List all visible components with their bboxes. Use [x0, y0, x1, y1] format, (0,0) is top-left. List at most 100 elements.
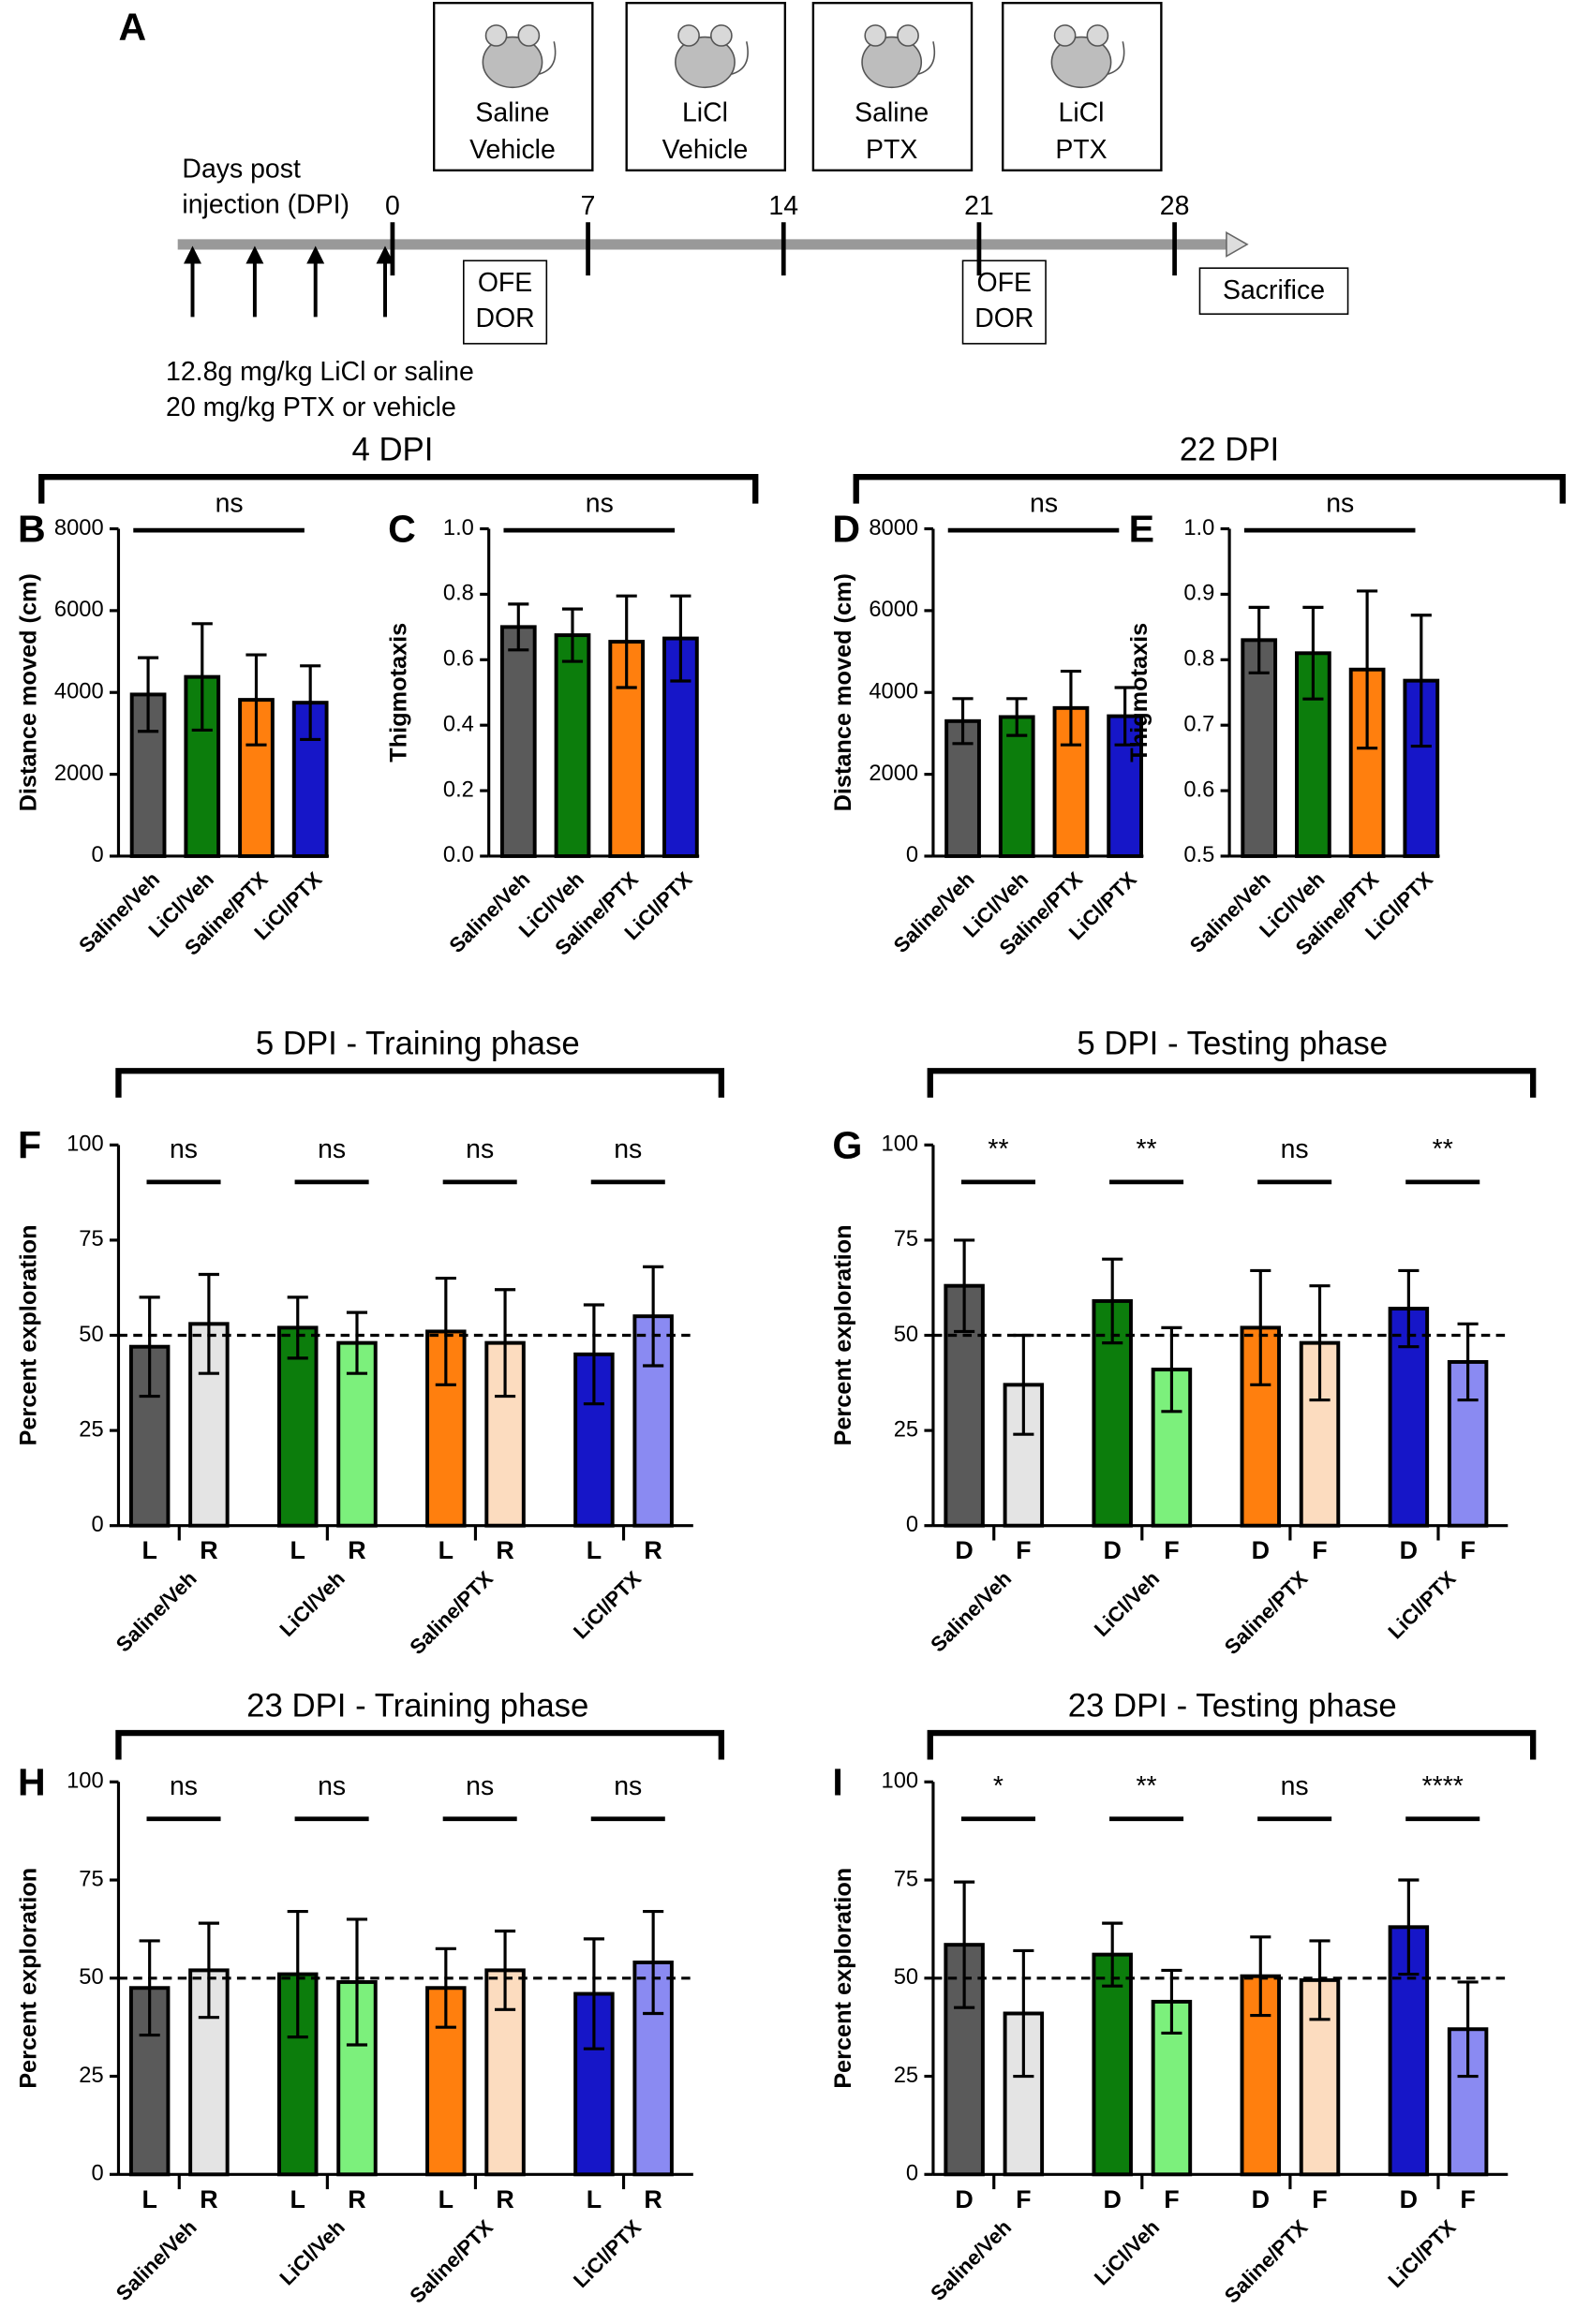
significance-label: ns: [466, 1134, 494, 1164]
y-tick-label: 4000: [869, 680, 918, 704]
series-label: L: [439, 2185, 453, 2213]
y-tick-label: 0: [906, 843, 918, 867]
mouse-tail: [917, 41, 936, 75]
y-tick-label: 75: [79, 1867, 103, 1891]
series-label: F: [1016, 1536, 1031, 1564]
test-label: DOR: [475, 303, 534, 333]
series-label: D: [1252, 2185, 1270, 2213]
y-tick-label: 75: [79, 1227, 103, 1251]
y-tick-label: 2000: [869, 762, 918, 786]
timeline-tick-label: 0: [385, 191, 400, 221]
test-box: [463, 259, 548, 345]
x-tick-label: Saline/PTX: [405, 2215, 498, 2308]
series-label: D: [1252, 1536, 1270, 1564]
y-tick-label: 100: [882, 1132, 919, 1157]
series-label: D: [1400, 2185, 1418, 2213]
timeline-tick-label: 21: [964, 191, 994, 221]
y-tick-label: 4000: [54, 680, 104, 704]
series-label: F: [1460, 1536, 1475, 1564]
y-tick-label: 0: [906, 2162, 918, 2186]
treatment-label: Vehicle: [662, 135, 749, 165]
bar: [277, 1325, 319, 1528]
mouse-tail: [1108, 41, 1125, 75]
mouse-body: [861, 36, 923, 89]
x-tick-label: LiCl/PTX: [569, 1566, 646, 1643]
series-label: R: [496, 2185, 513, 2213]
series-label: D: [955, 1536, 973, 1564]
mouse-ear: [864, 24, 887, 47]
y-tick-label: 50: [894, 1965, 918, 1990]
significance-label: ns: [170, 1134, 198, 1164]
significance-label: **: [988, 1134, 1008, 1164]
bar: [499, 625, 537, 858]
series-label: L: [141, 1536, 156, 1564]
test-label: DOR: [974, 303, 1033, 333]
endpoint-label: Sacrifice: [1223, 275, 1325, 305]
y-tick-label: 75: [894, 1227, 918, 1251]
timeline-title: Days post: [182, 154, 301, 184]
series-label: D: [1400, 1536, 1418, 1564]
panel-label: A: [118, 5, 146, 48]
treatment-label: Vehicle: [469, 135, 556, 165]
x-tick-label: Saline/PTX: [405, 1566, 498, 1659]
treatment-label: LiCl: [1059, 97, 1105, 127]
series-label: F: [1460, 2185, 1475, 2213]
panel-label: D: [832, 508, 860, 551]
group-bracket: [927, 1068, 1537, 1098]
mouse-ear: [897, 24, 919, 47]
significance-label: ns: [614, 1134, 642, 1164]
y-tick-label: 0.0: [443, 843, 474, 867]
significance-label: ns: [318, 1771, 346, 1801]
x-tick-label: LiCl/Veh: [275, 1566, 349, 1640]
panel-label: I: [832, 1760, 842, 1803]
significance-label: **: [1136, 1771, 1156, 1801]
y-tick-label: 75: [894, 1867, 918, 1891]
endpoint-box: [1198, 267, 1349, 316]
y-tick-label: 6000: [54, 598, 104, 622]
significance-label: ns: [1326, 489, 1354, 519]
y-tick-label: 25: [79, 1417, 103, 1442]
test-label: OFE: [478, 268, 532, 298]
bar: [944, 1283, 985, 1528]
significance-label: ns: [1281, 1134, 1309, 1164]
group-title: 5 DPI - Training phase: [256, 1027, 580, 1062]
mouse-tail: [539, 41, 557, 75]
y-axis-label: Percent exploration: [830, 1868, 856, 2089]
bar: [1092, 1952, 1133, 2177]
panel-label: H: [18, 1760, 46, 1803]
y-axis-label: Thigmotaxis: [1126, 623, 1152, 762]
dosing-text: 12.8g mg/kg LiCl or saline: [166, 357, 474, 387]
significance-label: *: [993, 1771, 1004, 1801]
y-tick-label: 25: [79, 2064, 103, 2088]
series-label: F: [1164, 1536, 1179, 1564]
series-label: F: [1312, 1536, 1327, 1564]
x-tick-label: LiCl/Veh: [275, 2215, 349, 2289]
series-label: L: [439, 1536, 453, 1564]
x-tick-label: LiCl/Veh: [1090, 1566, 1164, 1640]
y-tick-label: 0: [906, 1513, 918, 1537]
x-tick-label: LiCl/PTX: [569, 2215, 646, 2292]
y-axis-label: Percent exploration: [15, 1868, 41, 2089]
y-tick-label: 0.2: [443, 777, 474, 802]
mouse-ear: [1086, 24, 1109, 47]
y-tick-label: 100: [67, 1132, 104, 1157]
mouse-body: [1050, 36, 1112, 89]
bar: [1241, 638, 1278, 858]
group-bracket: [927, 1729, 1537, 1760]
significance-label: ns: [216, 489, 244, 519]
x-tick-label: Saline/Veh: [112, 2215, 201, 2305]
y-tick-label: 0.4: [443, 712, 474, 736]
series-label: L: [290, 1536, 305, 1564]
bar: [998, 715, 1035, 858]
timeline-tick-label: 28: [1160, 191, 1190, 221]
series-label: F: [1164, 2185, 1179, 2213]
mouse-body: [675, 36, 736, 89]
x-tick-label: Saline/Veh: [445, 867, 535, 957]
bar: [554, 633, 591, 858]
treatment-box: [625, 1, 787, 172]
y-tick-label: 50: [894, 1323, 918, 1347]
significance-label: **: [1136, 1134, 1156, 1164]
mouse-ear: [677, 24, 700, 47]
y-tick-label: 0.7: [1183, 712, 1214, 736]
